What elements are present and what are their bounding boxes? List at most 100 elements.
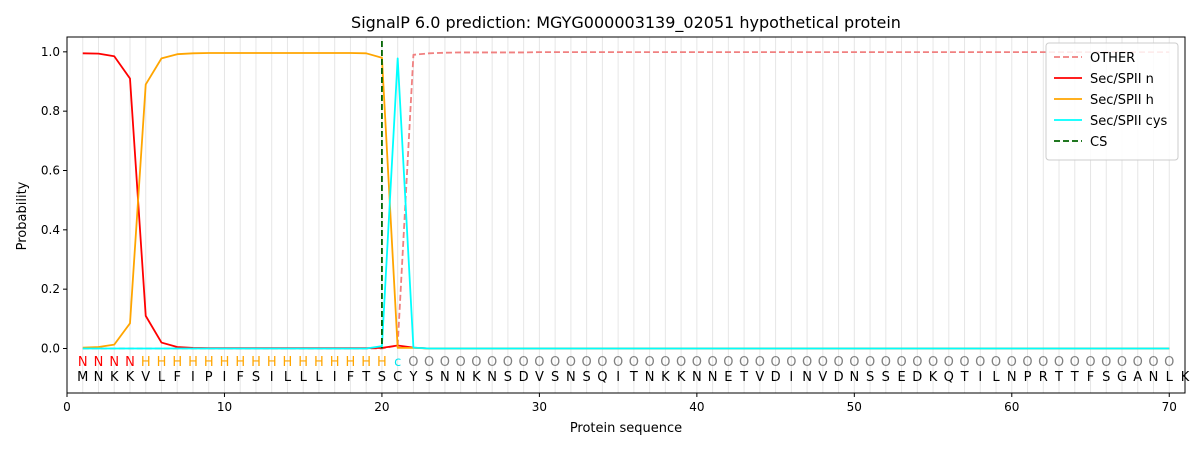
- residue-letter: R: [1039, 370, 1048, 385]
- residue-label: O: [991, 355, 1001, 370]
- residue-label: O: [440, 355, 450, 370]
- residue-letter: I: [978, 370, 982, 385]
- residue-letter: L: [992, 370, 1000, 385]
- residue-letter: E: [897, 370, 905, 385]
- legend-label: Sec/SPII cys: [1090, 114, 1168, 129]
- residue-letter: L: [315, 370, 323, 385]
- residue-letter: S: [866, 370, 874, 385]
- y-tick-label: 0.2: [41, 282, 60, 296]
- residue-letter: K: [472, 370, 481, 385]
- residue-letter: T: [739, 370, 748, 385]
- residue-letter: V: [755, 370, 764, 385]
- residue-label: O: [959, 355, 969, 370]
- residue-letter: K: [661, 370, 670, 385]
- residue-letter: S: [378, 370, 386, 385]
- residue-label: H: [141, 355, 151, 370]
- residue-label: O: [408, 355, 418, 370]
- residue-label: O: [1085, 355, 1095, 370]
- y-axis-label: Probability: [15, 181, 30, 250]
- residue-label: O: [755, 355, 765, 370]
- residue-letter: I: [223, 370, 227, 385]
- residue-label: c: [394, 355, 401, 370]
- residue-letter: M: [77, 370, 88, 385]
- residue-letter: S: [551, 370, 559, 385]
- residue-letter: N: [456, 370, 466, 385]
- residue-letter: S: [1102, 370, 1110, 385]
- residue-label: O: [566, 355, 576, 370]
- residue-letter: Q: [597, 370, 607, 385]
- residue-label: O: [707, 355, 717, 370]
- residue-letter: Q: [944, 370, 954, 385]
- residue-label: O: [629, 355, 639, 370]
- residue-letter: S: [504, 370, 512, 385]
- residue-label: O: [613, 355, 623, 370]
- residue-letter: N: [802, 370, 812, 385]
- residue-letter: C: [393, 370, 402, 385]
- residue-letter: D: [519, 370, 529, 385]
- legend-label: CS: [1090, 135, 1107, 150]
- residue-label: O: [550, 355, 560, 370]
- residue-letter: F: [236, 370, 243, 385]
- residue-label: O: [833, 355, 843, 370]
- residue-label: H: [361, 355, 371, 370]
- residue-label: O: [865, 355, 875, 370]
- residue-letter: F: [1087, 370, 1094, 385]
- residue-letter: S: [882, 370, 890, 385]
- residue-label: O: [1054, 355, 1064, 370]
- residue-label: O: [912, 355, 922, 370]
- residue-letter: F: [173, 370, 180, 385]
- residue-letter: V: [141, 370, 150, 385]
- x-tick-label: 10: [217, 400, 232, 414]
- residue-letter: E: [724, 370, 732, 385]
- residue-label: O: [896, 355, 906, 370]
- residue-label: O: [676, 355, 686, 370]
- residue-letter: N: [94, 370, 104, 385]
- residue-label: O: [770, 355, 780, 370]
- x-tick-label: 70: [1162, 400, 1177, 414]
- y-tick-label: 0.6: [41, 164, 60, 178]
- residue-label: O: [1133, 355, 1143, 370]
- residue-label: O: [645, 355, 655, 370]
- residue-letter: L: [158, 370, 166, 385]
- residue-label: O: [739, 355, 749, 370]
- residue-label: O: [487, 355, 497, 370]
- residue-letter: I: [270, 370, 274, 385]
- residue-letter: L: [284, 370, 292, 385]
- residue-label: H: [251, 355, 261, 370]
- residue-label: H: [298, 355, 308, 370]
- residue-label: O: [1022, 355, 1032, 370]
- residue-letter: K: [126, 370, 135, 385]
- x-tick-label: 30: [532, 400, 547, 414]
- residue-letter: N: [1007, 370, 1017, 385]
- axes: 0 10 20 30 40 50 60 70 0.0 0.2 0.4 0.6 0.8 1.0: [41, 45, 1177, 414]
- residue-label: O: [456, 355, 466, 370]
- residue-letter: T: [1054, 370, 1063, 385]
- residue-letter: T: [629, 370, 638, 385]
- residue-letter: N: [692, 370, 702, 385]
- residue-label: H: [377, 355, 387, 370]
- residue-letter: N: [566, 370, 576, 385]
- residue-label: O: [660, 355, 670, 370]
- residue-label: O: [1148, 355, 1158, 370]
- residue-label: H: [330, 355, 340, 370]
- residue-letter: L: [300, 370, 308, 385]
- residue-letter: D: [834, 370, 844, 385]
- residue-letter: I: [616, 370, 620, 385]
- x-tick-label: 0: [63, 400, 71, 414]
- residue-label: O: [1038, 355, 1048, 370]
- residue-letter: P: [205, 370, 213, 385]
- residue-letter: S: [252, 370, 260, 385]
- residue-letter: I: [191, 370, 195, 385]
- residue-letter: S: [583, 370, 591, 385]
- residue-letter: L: [1166, 370, 1174, 385]
- residue-label: O: [975, 355, 985, 370]
- residue-label: O: [471, 355, 481, 370]
- residue-letter: N: [708, 370, 718, 385]
- y-tick-label: 0.4: [41, 223, 60, 237]
- residue-letter: S: [425, 370, 433, 385]
- residue-label: H: [172, 355, 182, 370]
- residue-label: O: [849, 355, 859, 370]
- x-tick-label: 20: [374, 400, 389, 414]
